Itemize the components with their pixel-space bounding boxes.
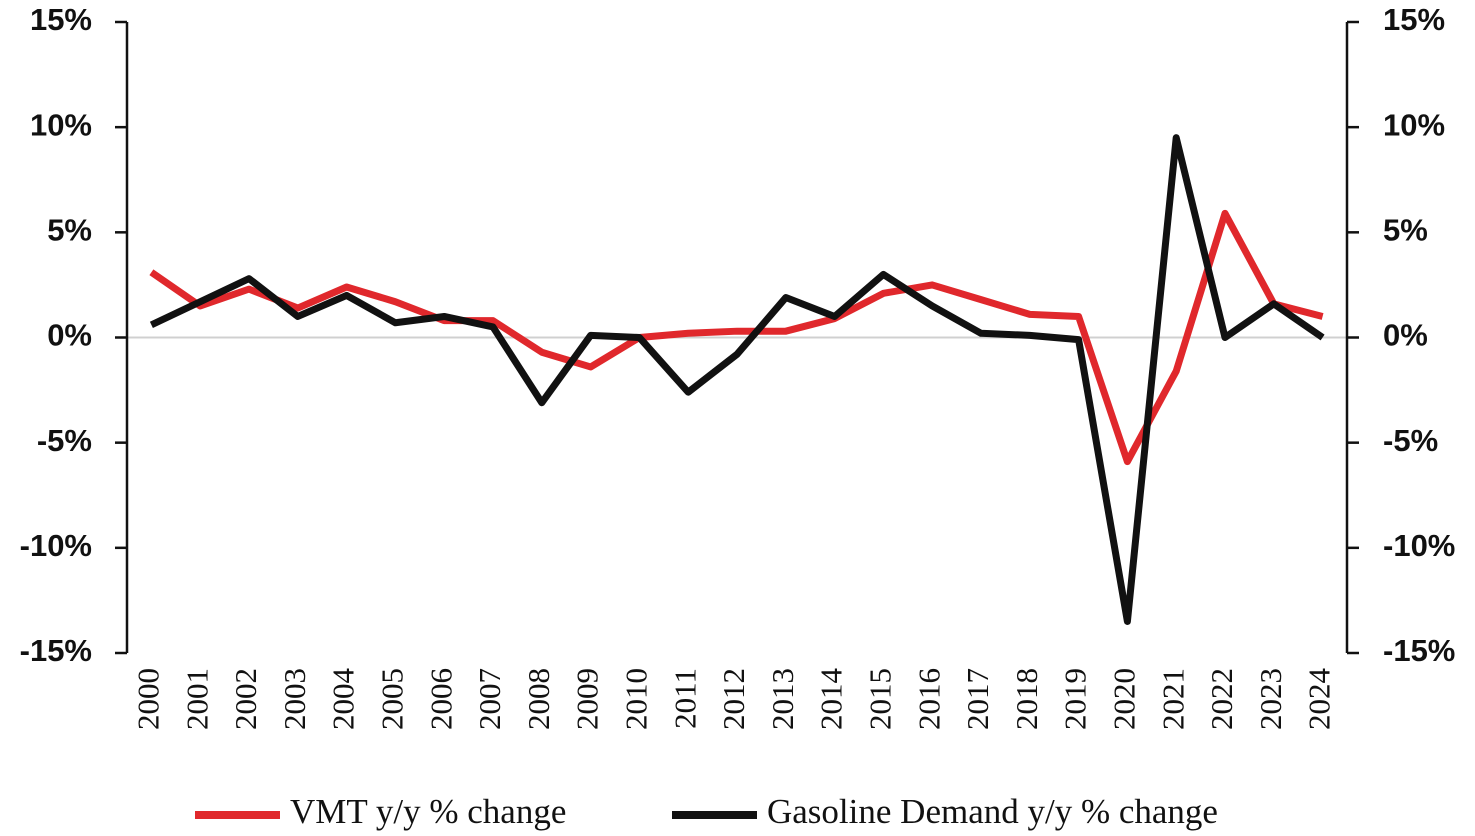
x-tick-label: 2021 bbox=[1155, 668, 1190, 730]
x-tick-label: 2019 bbox=[1058, 668, 1093, 730]
x-tick-label: 2000 bbox=[131, 668, 166, 730]
y-tick-label: 5% bbox=[47, 213, 92, 248]
x-tick-label: 2018 bbox=[1009, 668, 1044, 730]
x-tick-label: 2011 bbox=[667, 668, 702, 729]
x-tick-label: 2016 bbox=[911, 668, 946, 730]
y-tick-label: -15% bbox=[20, 633, 92, 668]
x-tick-label: 2009 bbox=[570, 668, 605, 730]
y-tick-label: -10% bbox=[20, 528, 92, 563]
x-tick-label: 2017 bbox=[960, 668, 995, 730]
y2-tick-label: -10% bbox=[1383, 528, 1455, 563]
legend-label: VMT y/y % change bbox=[290, 792, 566, 831]
x-tick-label: 2012 bbox=[716, 668, 751, 730]
x-tick-label: 2022 bbox=[1204, 668, 1239, 730]
x-tick-label: 2023 bbox=[1253, 668, 1288, 730]
y2-tick-label: -15% bbox=[1383, 633, 1455, 668]
y2-tick-label: 10% bbox=[1383, 107, 1445, 142]
y-tick-label: 0% bbox=[47, 318, 92, 353]
y-tick-label: 10% bbox=[30, 107, 92, 142]
x-tick-label: 2020 bbox=[1107, 668, 1142, 730]
x-tick-label: 2006 bbox=[423, 668, 458, 730]
y2-tick-label: 5% bbox=[1383, 213, 1428, 248]
x-tick-label: 2013 bbox=[765, 668, 800, 730]
x-tick-label: 2003 bbox=[277, 668, 312, 730]
x-tick-label: 2005 bbox=[375, 668, 410, 730]
x-tick-label: 2024 bbox=[1302, 668, 1337, 731]
x-tick-label: 2014 bbox=[814, 668, 849, 731]
x-tick-label: 2007 bbox=[472, 668, 507, 730]
x-tick-label: 2001 bbox=[179, 668, 214, 730]
x-tick-label: 2004 bbox=[326, 668, 361, 731]
x-tick-label: 2008 bbox=[521, 668, 556, 730]
line-series bbox=[149, 134, 1325, 625]
y-tick-label: -5% bbox=[37, 423, 92, 458]
x-tick-label: 2010 bbox=[619, 668, 654, 730]
y2-tick-label: -5% bbox=[1383, 423, 1438, 458]
x-tick-label: 2002 bbox=[228, 668, 263, 730]
y2-tick-label: 15% bbox=[1383, 2, 1445, 37]
legend-label: Gasoline Demand y/y % change bbox=[767, 792, 1218, 831]
line-series bbox=[149, 209, 1324, 466]
y-tick-label: 15% bbox=[30, 2, 92, 37]
y2-tick-label: 0% bbox=[1383, 318, 1428, 353]
x-tick-label: 2015 bbox=[863, 668, 898, 730]
